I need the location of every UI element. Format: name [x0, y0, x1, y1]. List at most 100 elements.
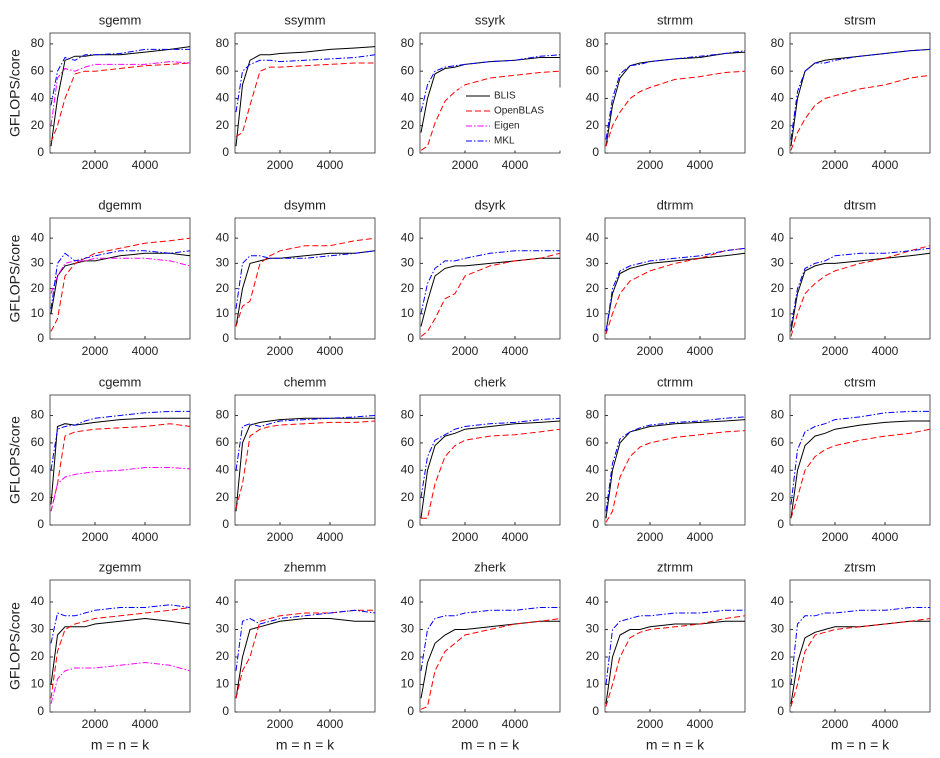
- x-tick-label: 4000: [872, 717, 899, 731]
- series-line: [50, 604, 191, 644]
- subplot-title: zherk: [474, 559, 506, 574]
- y-tick-label: 40: [31, 230, 45, 244]
- x-tick-label: 4000: [502, 530, 529, 544]
- axes-frame: [234, 32, 376, 154]
- y-tick-label: 80: [401, 408, 415, 422]
- series-line: [235, 417, 375, 512]
- subplot-title: strmm: [657, 12, 693, 27]
- series-line: [605, 609, 745, 685]
- y-tick-label: 0: [222, 517, 229, 531]
- y-axis-label: GFLOPS/core: [7, 602, 23, 690]
- legend-label: MKL: [494, 136, 515, 147]
- x-tick-label: 2000: [452, 158, 479, 172]
- series-line: [235, 46, 376, 147]
- axes-frame: [789, 32, 931, 154]
- y-tick-label: 40: [31, 594, 45, 608]
- y-tick-label: 40: [401, 462, 415, 476]
- series-line: [790, 410, 930, 505]
- y-tick-label: 60: [31, 435, 45, 449]
- y-tick-label: 10: [216, 306, 230, 320]
- x-tick-label: 4000: [872, 158, 899, 172]
- series-line: [50, 467, 191, 512]
- series-line: [605, 416, 746, 512]
- series-line: [235, 415, 376, 471]
- y-tick-label: 10: [586, 306, 600, 320]
- series-line: [235, 618, 375, 699]
- y-tick-label: 60: [401, 435, 415, 449]
- y-tick-label: 0: [777, 145, 784, 159]
- subplot: cgemm 0 20 40 60 80 2000 4000 GFLOPS/core: [7, 374, 191, 544]
- series-line: [790, 607, 930, 685]
- y-tick-label: 40: [771, 230, 785, 244]
- series-line: [420, 57, 560, 133]
- y-tick-label: 0: [592, 331, 599, 345]
- series-line: [50, 423, 191, 512]
- x-tick-label: 2000: [822, 344, 849, 358]
- y-tick-label: 40: [771, 594, 785, 608]
- y-tick-label: 10: [586, 677, 600, 691]
- series-line: [790, 48, 931, 140]
- axes-frame: [234, 394, 376, 526]
- subplot-title: zhemm: [284, 559, 327, 574]
- y-tick-label: 10: [31, 306, 45, 320]
- x-tick-label: 2000: [267, 158, 294, 172]
- y-tick-label: 40: [586, 462, 600, 476]
- y-tick-label: 0: [222, 704, 229, 718]
- series-line: [790, 620, 930, 704]
- series-line: [50, 61, 191, 126]
- x-tick-label: 2000: [452, 344, 479, 358]
- series-line: [790, 420, 930, 519]
- y-tick-label: 30: [31, 256, 45, 270]
- y-tick-label: 30: [586, 256, 600, 270]
- y-tick-label: 20: [771, 649, 785, 663]
- y-tick-label: 60: [31, 63, 45, 77]
- y-tick-label: 10: [216, 677, 230, 691]
- series-line: [605, 252, 746, 332]
- series-line: [50, 617, 191, 685]
- y-tick-label: 40: [216, 91, 230, 105]
- y-tick-label: 20: [586, 281, 600, 295]
- subplot-title: chemm: [284, 374, 327, 389]
- x-tick-label: 4000: [317, 717, 344, 731]
- x-tick-label: 4000: [317, 158, 344, 172]
- series-line: [235, 250, 376, 327]
- subplot: ssymm 0 20 40 60 80 2000 4000: [216, 12, 376, 172]
- series-line: [421, 428, 561, 519]
- subplot-title: ztrsm: [844, 559, 876, 574]
- y-tick-label: 40: [31, 462, 45, 476]
- y-tick-label: 20: [216, 118, 230, 132]
- subplot-title: ctrmm: [657, 374, 693, 389]
- y-tick-label: 0: [37, 145, 44, 159]
- axes-frame: [419, 217, 561, 340]
- series-line: [790, 74, 931, 151]
- series-line: [790, 428, 931, 519]
- subplot: sgemm 0 20 40 60 80 2000 4000 GFLOPS/core: [7, 12, 191, 172]
- y-tick-label: 30: [216, 622, 230, 636]
- y-tick-label: 0: [37, 517, 44, 531]
- x-tick-label: 4000: [687, 530, 714, 544]
- y-tick-label: 60: [586, 435, 600, 449]
- x-tick-label: 2000: [267, 530, 294, 544]
- y-tick-label: 0: [222, 145, 229, 159]
- y-tick-label: 60: [401, 63, 415, 77]
- y-tick-label: 0: [222, 331, 229, 345]
- subplot: dtrsm 0 10 20 30 40 2000 4000: [771, 197, 931, 358]
- y-tick-label: 40: [401, 91, 415, 105]
- x-axis-label: m = n = k: [276, 737, 335, 753]
- axes-frame: [604, 394, 746, 526]
- y-tick-label: 0: [37, 704, 44, 718]
- series-line: [235, 609, 376, 671]
- y-tick-label: 80: [31, 408, 45, 422]
- series-line: [420, 620, 560, 699]
- y-tick-label: 20: [586, 490, 600, 504]
- y-tick-label: 0: [592, 145, 599, 159]
- x-axis-label: m = n = k: [461, 737, 520, 753]
- axes-frame: [419, 579, 561, 713]
- subplot: strsm 0 20 40 60 80 2000 4000: [771, 12, 931, 172]
- y-tick-label: 30: [401, 622, 415, 636]
- x-tick-label: 4000: [872, 530, 899, 544]
- series-line: [50, 417, 190, 505]
- x-tick-label: 2000: [82, 530, 109, 544]
- y-tick-label: 80: [216, 408, 230, 422]
- y-tick-label: 40: [771, 462, 785, 476]
